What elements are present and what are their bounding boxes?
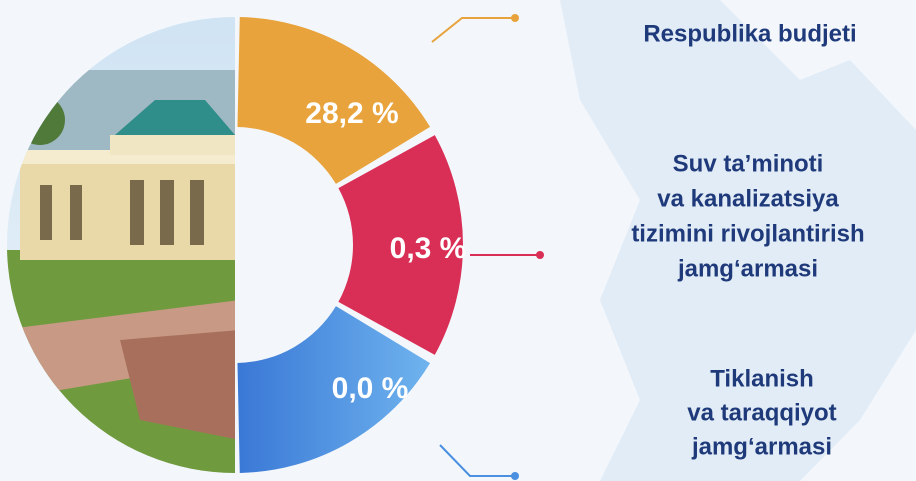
segment-label: jamg‘armasi (691, 433, 832, 460)
segment-label: Tiklanish (710, 365, 814, 392)
connectors (431, 14, 544, 480)
donut (237, 17, 463, 473)
donut-segment (237, 17, 431, 184)
connector-dot (511, 14, 519, 22)
segment-label: va taraqqiyot (687, 399, 836, 426)
connector-dot (511, 472, 519, 480)
segment-label: Suv ta’minoti (673, 150, 824, 177)
segment-label: Respublika budjeti (643, 20, 856, 47)
segment-label: jamg‘armasi (677, 255, 818, 282)
connector (431, 17, 515, 43)
connector-dot (536, 251, 544, 259)
donut-segment (338, 135, 463, 355)
donut-segment (237, 306, 431, 473)
connector (439, 444, 515, 477)
segment-value: 0,0 % (332, 372, 409, 405)
segment-label: va kanalizatsiya (657, 185, 839, 212)
segment-label: tizimini rivojlantirish (631, 220, 864, 247)
map-shape (560, 0, 916, 481)
segment-value: 0,3 % (390, 232, 467, 265)
segment-value: 28,2 % (305, 97, 398, 130)
labels: Respublika budjeti Suv ta’minoti va kanali… (631, 20, 864, 460)
